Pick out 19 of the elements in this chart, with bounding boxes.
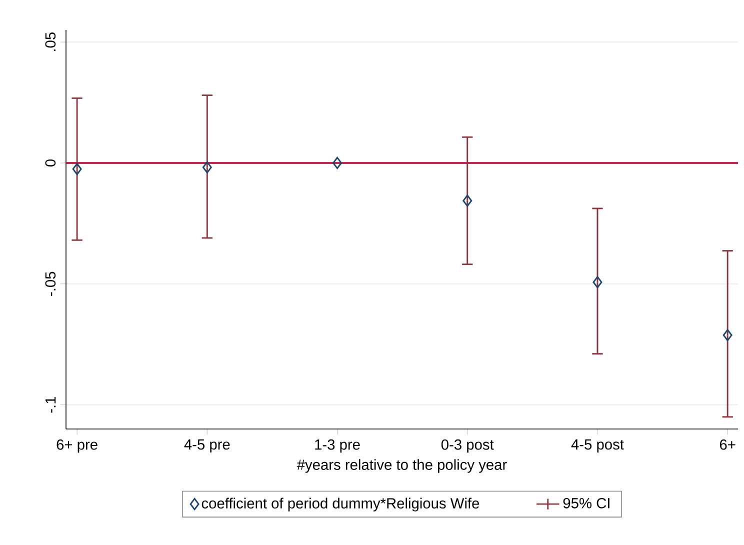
- point: [332, 156, 342, 170]
- x-tick-label: 4-5 post: [571, 439, 624, 453]
- point: [462, 194, 472, 207]
- x-tick-label: 6+: [720, 439, 736, 450]
- y-tick-label: -.1: [46, 396, 56, 413]
- point: [592, 276, 602, 288]
- y-tick-label: 0: [45, 159, 56, 166]
- point: [202, 161, 212, 174]
- point: [722, 329, 732, 342]
- point: [72, 162, 82, 176]
- x-tick-label: 6+ pre: [56, 439, 98, 453]
- legend-label: coefficient of period dummy*Religious Wife: [202, 498, 480, 512]
- x-tick-label: 4-5 pre: [184, 439, 230, 453]
- x-tick-label: 1-3 pre: [315, 439, 360, 453]
- x-tick-label: 0-3 post: [441, 439, 494, 453]
- text: 95% CI: [563, 498, 610, 508]
- x-axis-title: #years relative to the policy year: [296, 459, 507, 473]
- y-tick-label: -.05: [45, 272, 56, 296]
- y-tick-label: .05: [45, 32, 56, 51]
